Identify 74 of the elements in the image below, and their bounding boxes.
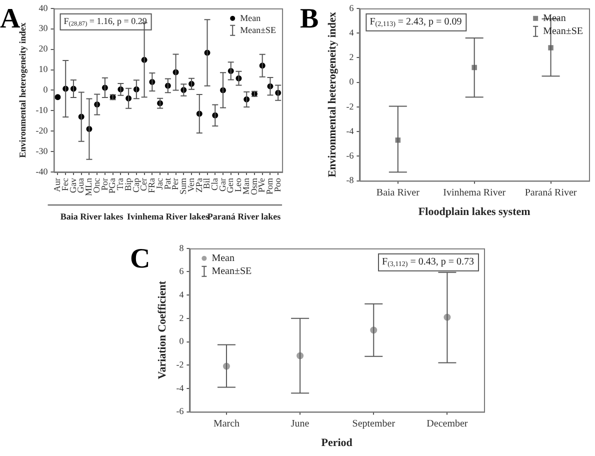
x-tick-label: Gen [225,178,236,193]
x-tick-label: PGa [107,178,118,194]
legend-label: Mean [240,12,262,23]
y-tick-label: 2 [179,312,184,323]
x-tick-label: Cla [209,178,220,190]
y-tick-label: -8 [346,175,354,186]
x-tick-label: Tra [115,178,126,190]
x-tick-label: Paraná River [524,187,578,198]
y-tick-label: -10 [36,105,48,116]
y-tick-label: 10 [38,64,48,74]
y-tick-label: 30 [38,23,48,34]
y-tick-label: -20 [36,125,48,136]
x-tick-label: Aur [52,178,62,192]
text: Baia River lakes [60,211,124,222]
chart-title: C [130,244,150,275]
x-tick-label: March [213,418,240,430]
y-tick-label: 8 [179,242,184,253]
x-tick-label: December [426,418,468,430]
y-axis-title: Environmental heterogeneity index [18,22,28,158]
y-tick-label: -6 [176,406,184,416]
x-tick-label: Fec [60,178,70,191]
x-tick-label: June [290,418,310,430]
x-tick-label: Poo [272,178,282,192]
y-tick-label: -2 [346,101,354,112]
x-tick-label: Ivinhema River [443,187,506,198]
point [54,94,61,100]
x-tick-label: Bil [202,178,212,190]
annotation: Mean±SE [240,24,277,35]
chart-title: B [300,4,319,35]
x-tick-label: Leo [233,178,244,192]
y-tick-label: -40 [36,166,48,176]
x-tick-label: Por [99,178,110,191]
x-tick-label: Jac [154,178,164,190]
y-axis-title: Variation Coefficient [156,280,168,380]
x-tick-label: Ven [186,178,196,192]
y-tick-label: 6 [349,2,354,13]
x-tick-label: Gar [217,178,228,192]
legend-label: Mean [212,253,234,264]
annotation: Mean±SE [212,266,252,278]
x-tick-label: Sum [178,178,188,195]
x-tick-label: FRa [146,178,157,194]
x-tick-label: Onc [91,178,102,193]
y-tick-label: 0 [179,336,184,346]
x-tick-label: Pom [264,178,275,195]
text: Paraná River lakes [207,211,282,222]
y-tick-label: 6 [179,266,184,276]
x-tick-label: September [352,418,396,430]
y-tick-label: -4 [176,382,184,393]
x-tick-label: Man [240,178,251,194]
x-axis-title: Floodplain lakes system [418,206,530,218]
y-tick-label: 2 [349,52,354,62]
y-tick-label: -6 [346,150,354,161]
y-axis-title: Environmental heterogeneity index [326,12,338,178]
x-axis-title: Period [321,437,352,450]
x-tick-label: MLn [84,178,94,196]
y-tick-label: 0 [349,76,354,87]
y-tick-label: -30 [36,146,48,156]
x-tick-label: Baia River [376,187,420,198]
x-tick-label: Gua [76,178,86,193]
y-tick-label: -2 [176,359,184,370]
x-tick-label: PVe [256,178,267,193]
x-tick-label: Per [170,178,180,190]
y-tick-label: 0 [43,84,48,95]
y-tick-label: 40 [38,2,48,13]
x-tick-label: Osm [248,178,259,196]
x-tick-label: Pat [162,178,172,190]
text: Ivinhema River lakes [126,211,210,222]
y-tick-label: 4 [179,289,184,300]
x-tick-label: Gav [68,178,78,193]
x-tick-label: ZPa [194,178,204,192]
x-tick-label: Bip [122,178,133,192]
y-tick-label: -4 [346,126,354,136]
y-tick-label: 4 [349,27,354,38]
y-tick-label: 20 [38,44,48,54]
